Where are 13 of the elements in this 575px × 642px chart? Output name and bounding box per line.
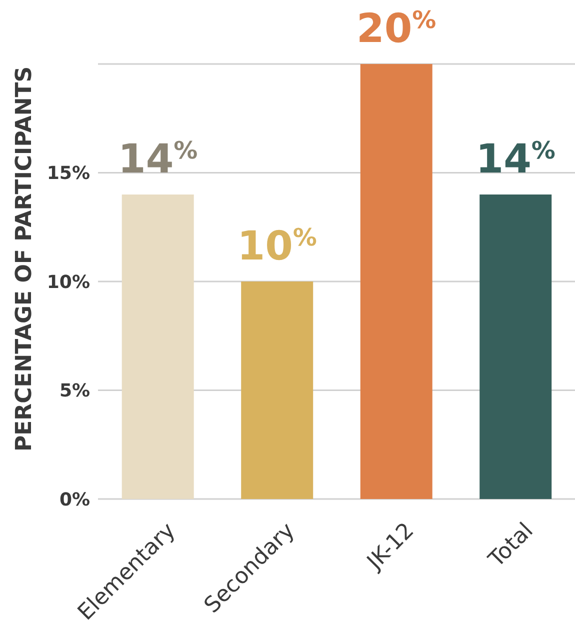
- y-tick-label: 5%: [59, 380, 90, 402]
- y-axis-title: PERCENTAGE OF PARTICIPANTS: [12, 66, 37, 452]
- y-tick-label: 0%: [59, 489, 90, 510]
- y-tick-label: 15%: [46, 163, 90, 184]
- y-tick-label: 10%: [46, 272, 90, 293]
- bar: [241, 282, 314, 499]
- data-label: 14$^{%}$: [476, 136, 556, 182]
- data-label: 20$^{%}$: [356, 6, 436, 52]
- data-label: 14$^{%}$: [118, 136, 198, 182]
- bar: [122, 194, 194, 499]
- bar: [360, 64, 432, 499]
- bar: [480, 194, 552, 499]
- data-label: 10$^{%}$: [237, 223, 317, 270]
